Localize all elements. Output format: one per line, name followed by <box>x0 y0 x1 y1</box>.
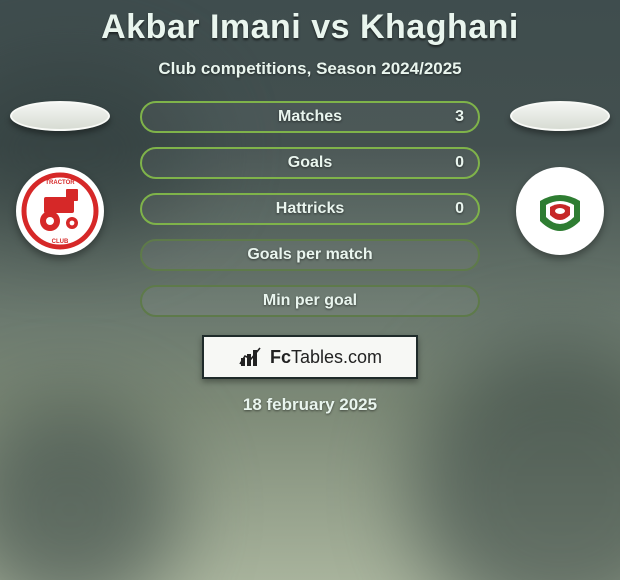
stat-label: Goals <box>288 154 332 172</box>
stat-row: Goals 0 <box>140 147 480 179</box>
stats-list: Matches 3 Goals 0 Hattricks 0 Goals per match M… <box>140 101 480 317</box>
svg-text:CLUB: CLUB <box>52 239 69 245</box>
club-badge-right <box>516 167 604 255</box>
svg-text:TRACTOR: TRACTOR <box>45 180 75 186</box>
date-label: 18 february 2025 <box>243 395 377 415</box>
brand-box: FcTables.com <box>202 335 418 379</box>
page-title: Akbar Imani vs Khaghani <box>101 8 519 47</box>
stat-label: Hattricks <box>276 200 344 218</box>
subtitle: Club competitions, Season 2024/2025 <box>158 59 461 79</box>
stat-row: Min per goal <box>140 285 480 317</box>
stat-row: Goals per match <box>140 239 480 271</box>
stat-value-right: 0 <box>455 200 464 218</box>
stat-value-right: 0 <box>455 154 464 172</box>
stat-label: Goals per match <box>247 246 372 264</box>
stat-row: Hattricks 0 <box>140 193 480 225</box>
content: Akbar Imani vs Khaghani Club competition… <box>0 0 620 415</box>
zobahan-badge-icon <box>516 167 604 255</box>
stat-value-right: 3 <box>455 108 464 126</box>
tractor-badge-icon: TRACTOR CLUB <box>16 167 104 255</box>
club-badge-left: TRACTOR CLUB <box>16 167 104 255</box>
stat-row: Matches 3 <box>140 101 480 133</box>
bar-chart-icon <box>238 344 264 370</box>
player-right <box>510 101 610 255</box>
player-left: TRACTOR CLUB <box>10 101 110 255</box>
brand-text: FcTables.com <box>270 347 382 368</box>
bg-cloud <box>0 400 180 580</box>
player-photo-placeholder <box>510 101 610 131</box>
stat-label: Min per goal <box>263 292 357 310</box>
player-photo-placeholder <box>10 101 110 131</box>
comparison-panel: TRACTOR CLUB Matches3Goals0Hattricks0Goa… <box>0 101 620 317</box>
stat-label: Matches <box>278 108 342 126</box>
